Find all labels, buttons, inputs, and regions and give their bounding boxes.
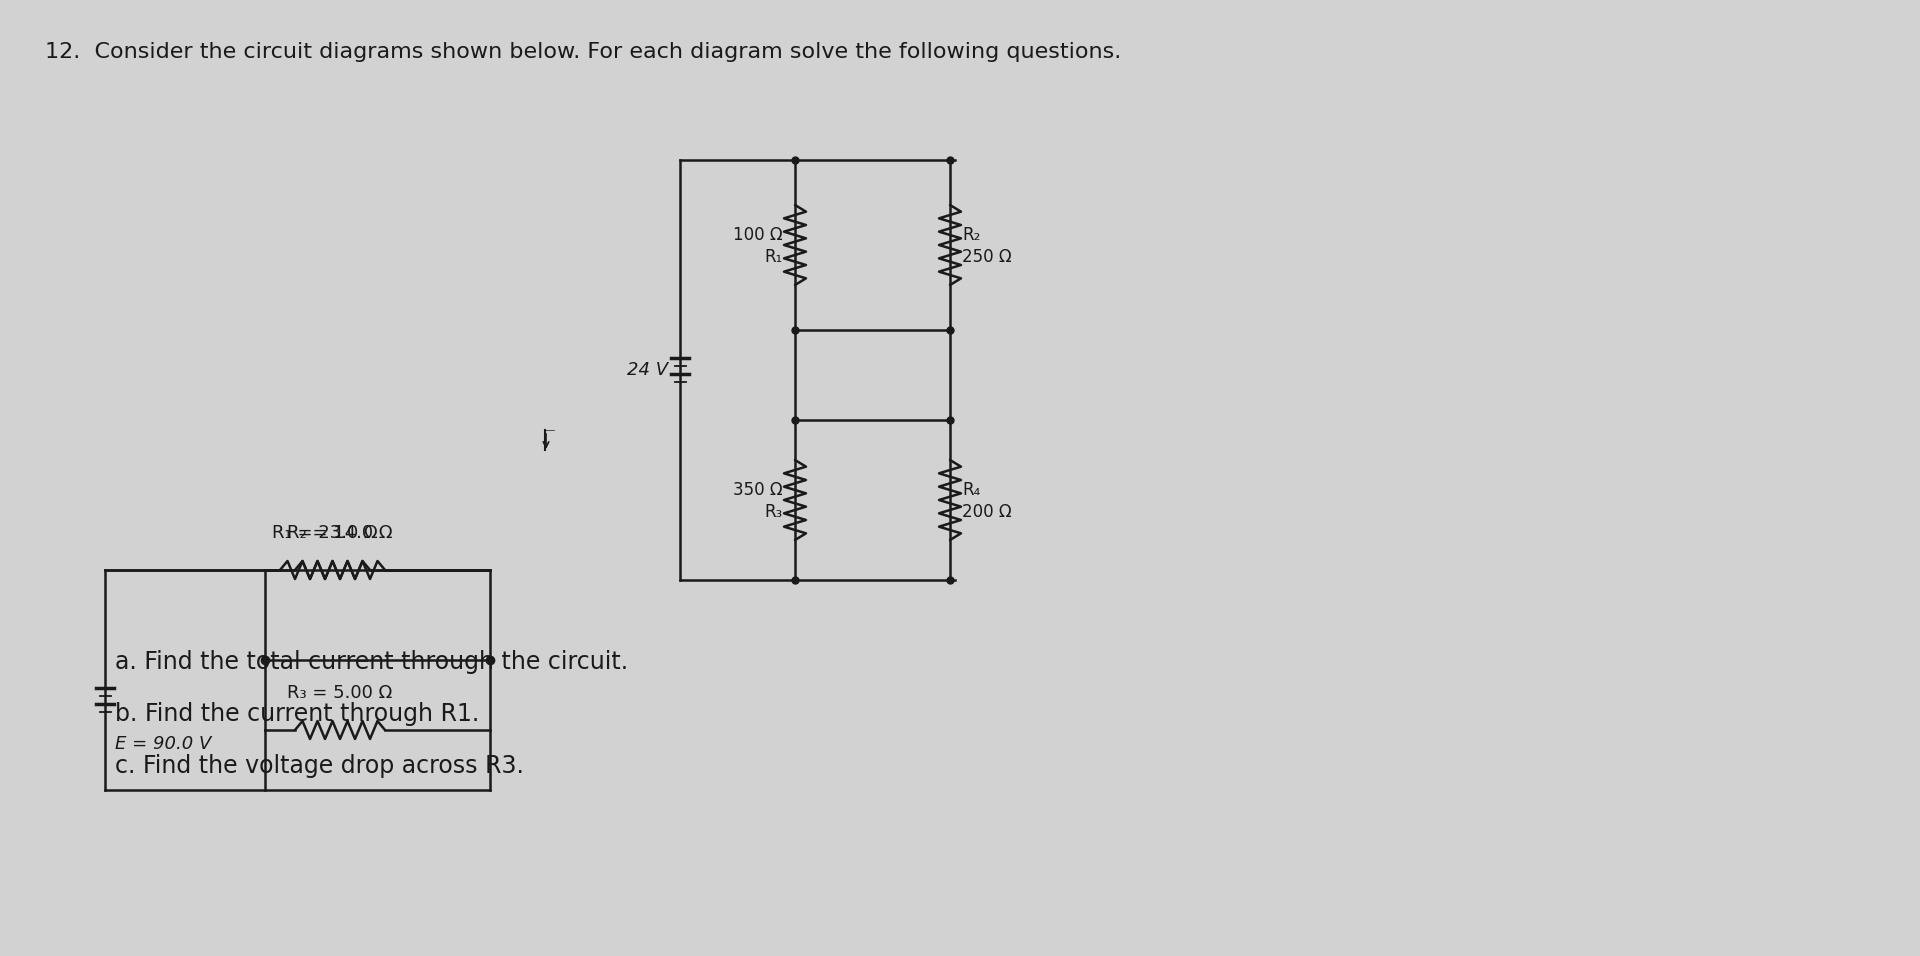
Text: R₂: R₂ bbox=[962, 226, 981, 244]
Text: R₃ = 5.00 Ω: R₃ = 5.00 Ω bbox=[288, 684, 392, 702]
Text: 24 V: 24 V bbox=[626, 361, 668, 379]
Text: R₄: R₄ bbox=[962, 481, 981, 499]
Text: E = 90.0 V: E = 90.0 V bbox=[115, 735, 211, 753]
Text: 12.  Consider the circuit diagrams shown below. For each diagram solve the follo: 12. Consider the circuit diagrams shown … bbox=[44, 42, 1121, 62]
Text: 100 Ω: 100 Ω bbox=[733, 226, 783, 244]
Text: a. Find the total current through the circuit.: a. Find the total current through the ci… bbox=[115, 650, 628, 674]
Text: 350 Ω: 350 Ω bbox=[733, 481, 783, 499]
Text: b. Find the current through R1.: b. Find the current through R1. bbox=[115, 702, 480, 726]
Text: R₃: R₃ bbox=[764, 503, 783, 521]
Text: 200 Ω: 200 Ω bbox=[962, 503, 1012, 521]
Text: R₁ = 23.0 Ω: R₁ = 23.0 Ω bbox=[273, 524, 378, 542]
Text: c. Find the voltage drop across R3.: c. Find the voltage drop across R3. bbox=[115, 754, 524, 778]
Text: R₁: R₁ bbox=[764, 248, 783, 266]
Text: R₂ = 14.0 Ω: R₂ = 14.0 Ω bbox=[288, 524, 394, 542]
Text: 250 Ω: 250 Ω bbox=[962, 248, 1012, 266]
